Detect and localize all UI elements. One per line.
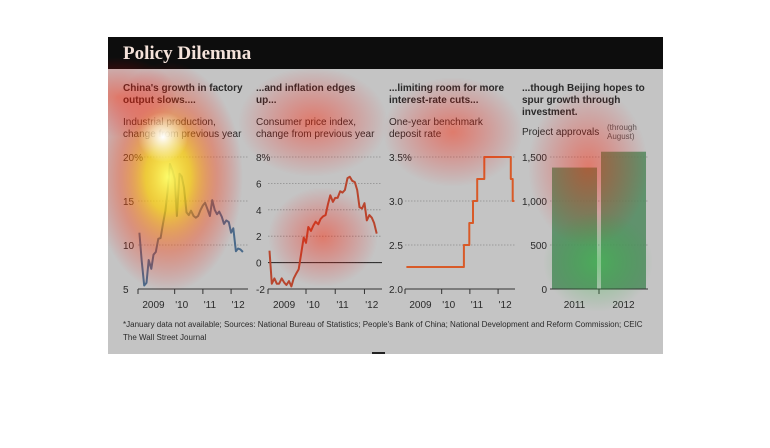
footnote: *January data not available; Sources: Na… (123, 320, 643, 329)
charts-svg: 20% 15 10 5 2009 '10 '11 '12 8% 6 4 2 0 -2 2009 '10 '11 '… (123, 151, 648, 311)
series-line (406, 156, 515, 268)
x-tick-label: '12 (365, 300, 378, 311)
y-tick-label: 0 (541, 285, 547, 296)
y-tick-label: 1,000 (522, 197, 547, 208)
series-line (268, 175, 378, 288)
y-tick-label: 8% (256, 153, 271, 164)
y-tick-label: 3.5% (389, 153, 412, 164)
x-tick-label: '10 (442, 300, 455, 311)
x-tick-label: 2009 (142, 300, 165, 311)
x-tick-label: 2009 (273, 300, 296, 311)
x-tick-label: '11 (471, 300, 484, 311)
x-tick-label: '12 (232, 300, 245, 311)
y-tick-label: 3.0 (389, 197, 403, 208)
x-tick-label: '12 (499, 300, 512, 311)
x-tick-label: '10 (307, 300, 320, 311)
chart-figure: Policy Dilemma China's growth in factory… (108, 37, 663, 354)
x-tick-label: '11 (336, 300, 349, 311)
x-tick-label: 2012 (612, 300, 635, 311)
y-tick-label: 1,500 (522, 153, 547, 164)
y-tick-label: 2 (256, 232, 262, 243)
x-tick-label: '11 (204, 300, 217, 311)
y-tick-label: 20% (123, 153, 143, 164)
series-line (138, 163, 244, 287)
page-marker (372, 352, 385, 354)
y-tick-label: 2.0 (389, 285, 403, 296)
bar (601, 151, 646, 289)
source-credit: The Wall Street Journal (123, 333, 207, 342)
y-tick-label: 0 (256, 259, 262, 270)
y-tick-label: -2 (256, 285, 265, 296)
y-tick-label: 2.5 (389, 241, 403, 252)
bar (552, 167, 597, 289)
x-tick-label: 2009 (409, 300, 432, 311)
y-tick-label: 5 (123, 285, 129, 296)
x-tick-label: 2011 (564, 300, 586, 311)
y-tick-label: 6 (256, 179, 262, 190)
x-tick-label: '10 (175, 300, 188, 311)
y-tick-label: 500 (530, 241, 547, 252)
y-tick-label: 10 (123, 241, 135, 252)
y-tick-label: 4 (256, 206, 262, 217)
y-tick-label: 15 (123, 197, 135, 208)
